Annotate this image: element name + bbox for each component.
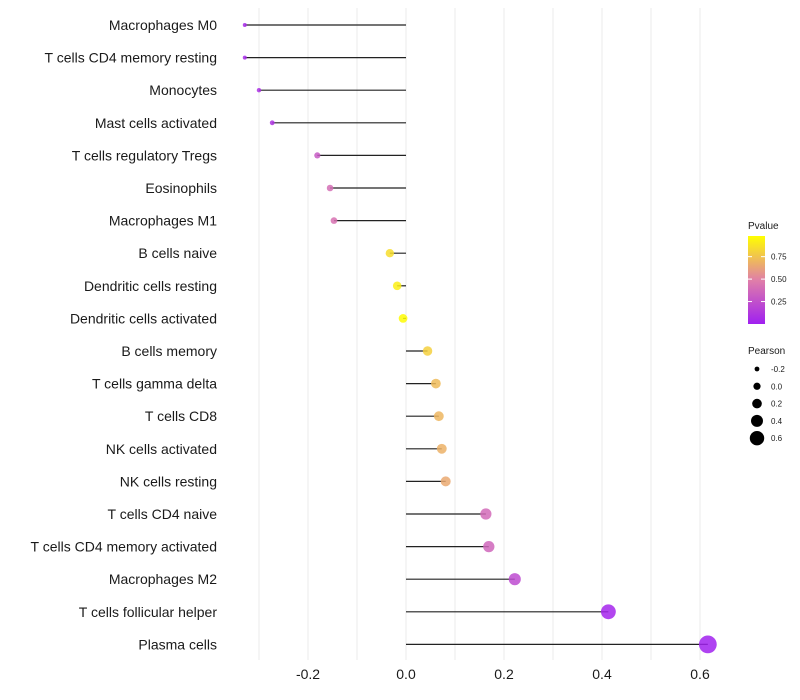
data-point — [508, 573, 521, 586]
x-tick-label: 0.0 — [396, 666, 416, 682]
category-label: T cells follicular helper — [79, 604, 218, 620]
data-point — [314, 152, 321, 159]
category-label: Dendritic cells resting — [84, 278, 217, 294]
category-label: Mast cells activated — [95, 115, 217, 131]
data-point — [480, 508, 492, 520]
category-label: B cells naive — [138, 245, 217, 261]
data-point — [698, 635, 717, 654]
size-legend-label: 0.2 — [771, 400, 783, 409]
colorbar-label: 0.50 — [771, 275, 787, 284]
colorbar-label: 0.75 — [771, 253, 787, 262]
data-point — [330, 217, 338, 224]
x-tick-label: 0.2 — [494, 666, 514, 682]
size-legend-point — [750, 414, 764, 427]
category-label: Macrophages M0 — [109, 17, 217, 33]
category-label: Plasma cells — [138, 636, 217, 652]
size-legend-label: -0.2 — [771, 365, 785, 374]
category-label: Eosinophils — [145, 180, 217, 196]
category-label: T cells CD8 — [145, 408, 217, 424]
grid-lines — [258, 8, 701, 660]
category-label: Monocytes — [149, 82, 217, 98]
data-point — [440, 476, 451, 487]
pvalue-legend-title: Pvalue — [748, 221, 779, 232]
x-axis-labels: -0.2 0.0 0.2 0.4 0.6 — [296, 666, 710, 682]
size-legend-label: 0.6 — [771, 434, 783, 443]
size-legend-label: 0.0 — [771, 382, 783, 391]
data-point — [600, 604, 616, 620]
data-point — [436, 443, 447, 454]
y-axis-labels: Macrophages M0 T cells CD4 memory resting… — [31, 17, 218, 652]
size-legend-point — [752, 398, 762, 409]
pvalue-colorbar — [748, 236, 765, 324]
x-tick-label: -0.2 — [296, 666, 320, 682]
data-point — [433, 411, 444, 422]
category-label: B cells memory — [121, 343, 217, 359]
category-label: T cells CD4 naive — [108, 506, 218, 522]
data-point — [269, 120, 275, 126]
data-point — [242, 22, 247, 28]
data-point — [385, 249, 394, 258]
category-label: Macrophages M2 — [109, 571, 217, 587]
category-label: Dendritic cells activated — [70, 310, 217, 326]
data-point — [326, 184, 334, 192]
data-point — [483, 540, 495, 553]
points — [242, 22, 717, 654]
category-label: NK cells resting — [120, 473, 217, 489]
pearson-legend: Pearson -0.2 0.0 0.2 0.4 0.6 — [748, 346, 785, 446]
data-point — [392, 281, 402, 291]
data-point — [242, 55, 247, 60]
category-label: Macrophages M1 — [109, 213, 217, 229]
category-label: T cells CD4 memory resting — [45, 50, 217, 66]
pearson-legend-title: Pearson — [748, 346, 785, 357]
category-label: T cells CD4 memory activated — [31, 539, 217, 555]
category-label: T cells regulatory Tregs — [72, 147, 217, 163]
category-label: T cells gamma delta — [92, 376, 217, 392]
data-point — [398, 314, 408, 323]
category-label: NK cells activated — [106, 441, 217, 457]
data-point — [431, 378, 441, 389]
x-tick-label: 0.4 — [592, 666, 612, 682]
x-tick-label: 0.6 — [690, 666, 710, 682]
data-point — [422, 346, 433, 356]
size-legend-point — [754, 366, 760, 372]
size-legend-point — [749, 430, 765, 446]
stems — [244, 24, 708, 646]
size-legend-label: 0.4 — [771, 417, 783, 426]
pvalue-legend: Pvalue 0.25 0.50 0.75 — [748, 221, 787, 324]
size-legend-point — [753, 382, 761, 390]
data-point — [256, 87, 262, 93]
colorbar-label: 0.25 — [771, 298, 787, 307]
